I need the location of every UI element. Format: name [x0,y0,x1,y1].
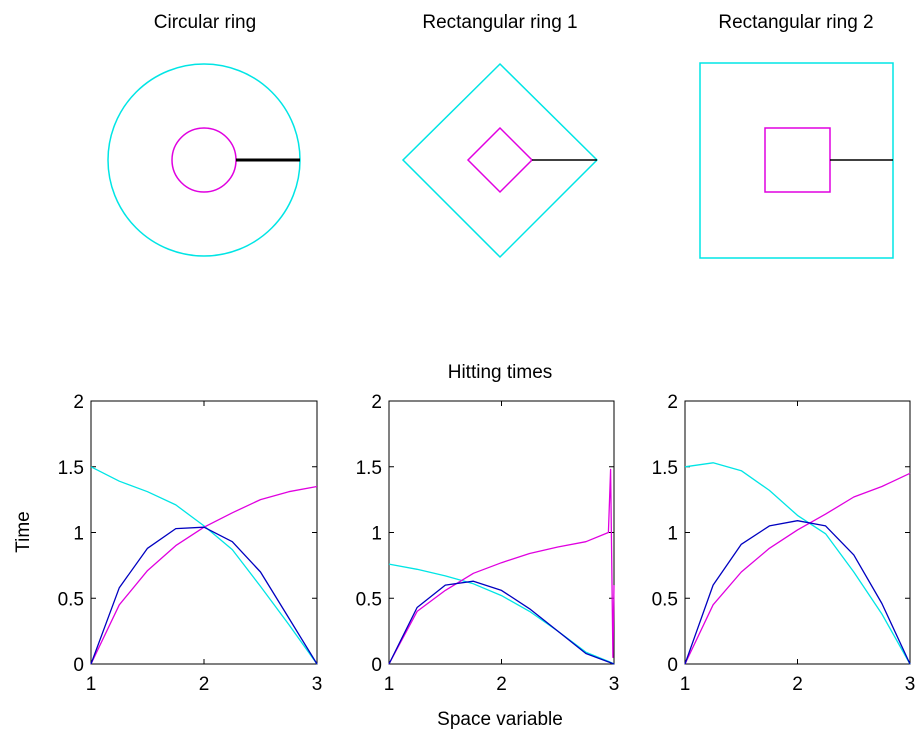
plot-panel-2: 0 0.5 1 1.5 2 1 2 3 [356,392,620,695]
y-axis-label: Time [13,511,34,553]
plot-panel-3: 0 0.5 1 1.5 2 1 2 3 [652,392,916,695]
title-circular-ring: Circular ring [154,12,256,33]
x-tick-label: 1 [384,674,395,695]
hitting-times-title: Hitting times [448,362,553,383]
outer-diamond [401,62,599,259]
x-tick-label: 2 [496,674,507,695]
y-tick-label: 0 [73,655,84,676]
y-tick-label: 1 [73,524,84,545]
series-line-magenta [684,472,911,665]
x-tick-label: 3 [609,674,620,695]
y-tick-label: 1.5 [356,458,382,479]
y-tick-label: 0.5 [652,589,678,610]
series-line-cyan [90,466,318,665]
inner-square [764,127,831,193]
series-line-blue [684,520,911,665]
y-tick-label: 0 [667,655,678,676]
series-line-blue [90,526,318,665]
rectangular-ring-1-diagram [401,62,599,259]
x-axis-label: Space variable [437,709,563,730]
y-tick-label: 2 [73,392,84,413]
y-tick-label: 1.5 [58,458,84,479]
y-tick-label: 2 [667,392,678,413]
x-tick-label: 3 [312,674,323,695]
y-tick-label: 0.5 [58,589,84,610]
y-tick-label: 0.5 [356,589,382,610]
title-rectangular-ring-2: Rectangular ring 2 [718,12,873,33]
y-tick-label: 0 [371,655,382,676]
plot-frame [684,400,911,665]
inner-diamond [466,126,534,194]
y-tick-label: 1 [371,524,382,545]
plot-panel-1: 0 0.5 1 1.5 2 1 2 3 [58,392,323,695]
inner-circle [171,127,237,193]
y-tick-label: 2 [371,392,382,413]
hitting-times-plots: 0 0.5 1 1.5 2 1 2 3 0 0.5 1 1.5 2 1 2 3 0 0.5 1 1.5 2 1 2 3 [58,392,916,695]
x-tick-label: 1 [680,674,691,695]
series-line-magenta [388,468,615,665]
rectangular-ring-2-diagram [699,62,894,259]
plot-frame [90,400,318,665]
y-tick-label: 1.5 [652,458,678,479]
x-tick-label: 3 [905,674,916,695]
circular-ring-diagram [107,63,301,257]
plot-frame [388,400,615,665]
series-line-cyan [388,563,615,665]
series-line-cyan [684,462,911,665]
x-tick-label: 2 [792,674,803,695]
title-rectangular-ring-1: Rectangular ring 1 [422,12,577,33]
series-line-magenta [90,485,318,665]
x-tick-label: 2 [199,674,210,695]
y-tick-label: 1 [667,524,678,545]
series-line-blue [388,580,615,665]
x-tick-label: 1 [86,674,97,695]
